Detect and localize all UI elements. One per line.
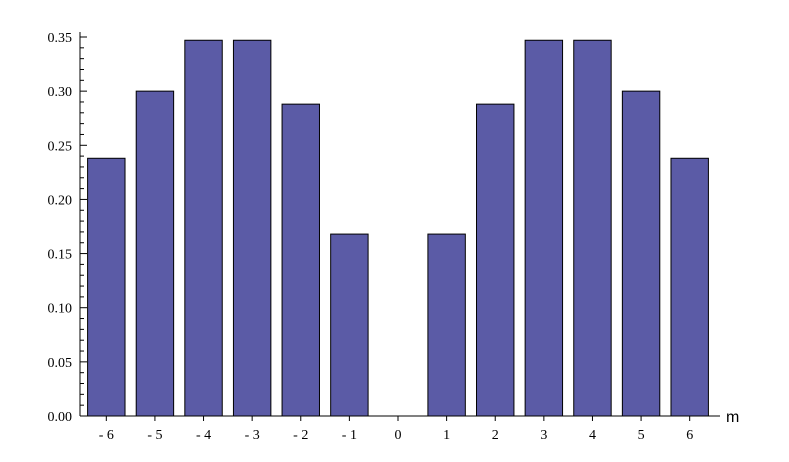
x-tick-label: - 3 [245, 428, 260, 443]
bar-m-6 [670, 157, 709, 417]
bar-m--6 [87, 157, 126, 417]
x-tick-label: 6 [686, 428, 693, 443]
x-tick-label: 0 [395, 428, 402, 443]
x-tick-label: - 5 [147, 428, 162, 443]
x-axis-title: m [726, 409, 739, 426]
bar-m-2 [476, 103, 515, 417]
x-tick-label: 1 [443, 428, 450, 443]
bar-m--1 [330, 233, 369, 417]
x-tick-label: 2 [492, 428, 499, 443]
bar-m-3 [524, 39, 564, 417]
y-tick-label: 0.15 [48, 248, 73, 263]
x-tick-label: - 1 [342, 428, 357, 443]
x-tick-label: 5 [638, 428, 645, 443]
x-tick-label: - 4 [196, 428, 211, 443]
y-tick-label: 0.25 [48, 139, 73, 154]
y-tick-label: 0.05 [48, 356, 73, 371]
x-tick-label: 3 [540, 428, 547, 443]
y-tick-label: 0.30 [48, 85, 73, 100]
bar-m-1 [427, 233, 466, 417]
y-ticks-group: 0.00 0.05 0.10 0.15 0.20 0.25 0.30 0.35 [48, 31, 87, 425]
x-tick-label: - 6 [99, 428, 114, 443]
y-tick-label: 0.10 [48, 302, 73, 317]
bar-m--5 [135, 90, 175, 417]
y-tick-label: 0.00 [48, 410, 73, 425]
bar-m-5 [621, 90, 661, 417]
x-tick-label: 4 [589, 428, 596, 443]
y-tick-label: 0.35 [48, 31, 73, 46]
x-ticks-group: - 6 - 5 - 4 - 3 - 2 - 1 0 1 2 3 4 5 6 [99, 416, 693, 443]
bar-m--2 [281, 103, 320, 417]
bar-m--3 [232, 39, 272, 417]
y-tick-label: 0.20 [48, 193, 73, 208]
bar-m--4 [184, 39, 223, 417]
x-tick-label: - 2 [293, 428, 308, 443]
bar-m-4 [573, 39, 612, 417]
bars-group [87, 39, 709, 417]
